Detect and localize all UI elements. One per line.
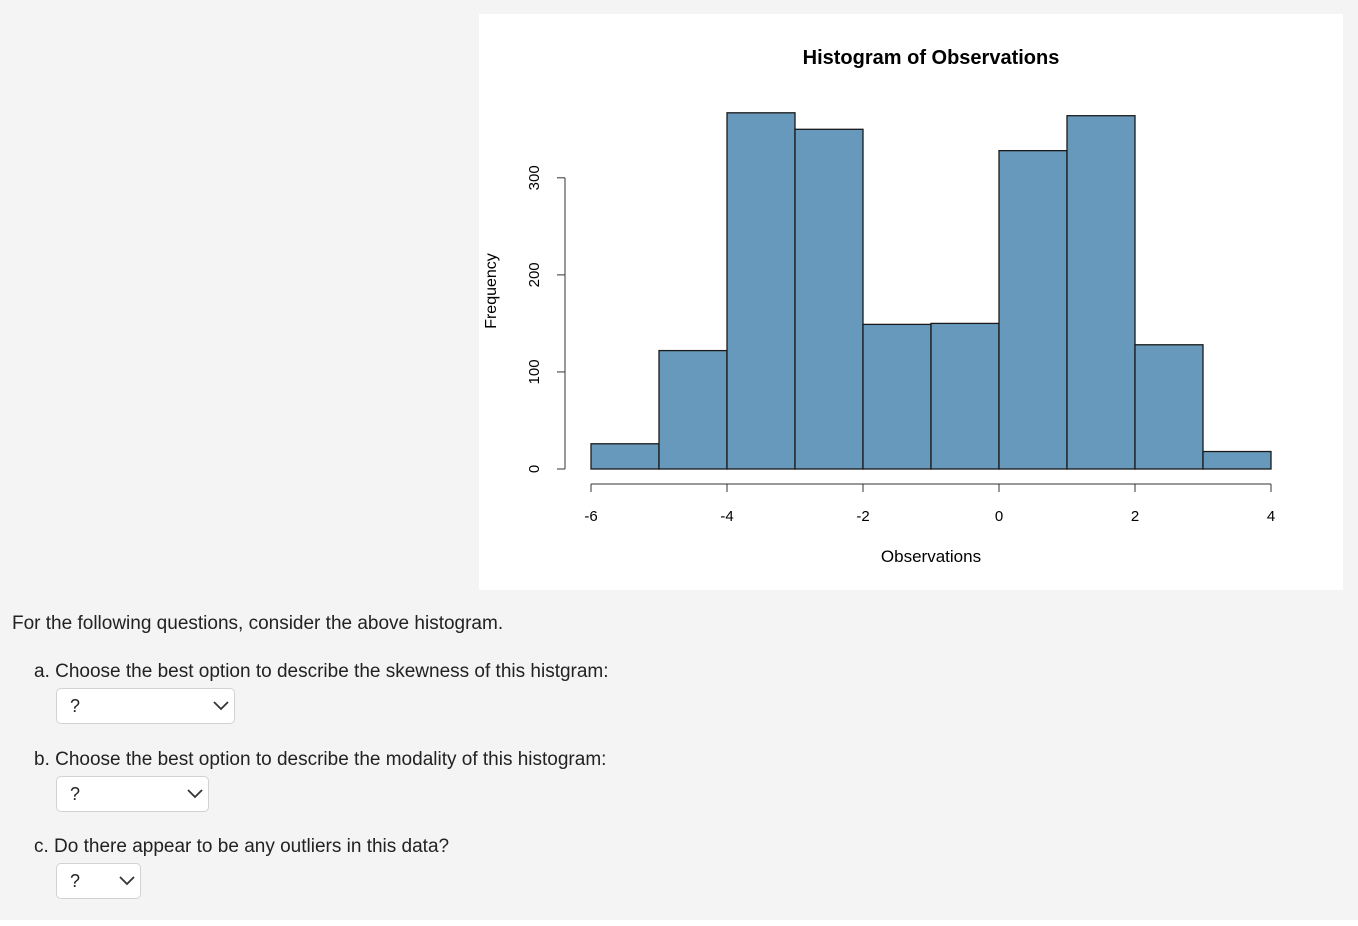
histogram-bar — [658, 349, 728, 470]
histogram-bar — [930, 322, 1000, 470]
chevron-down-icon — [213, 701, 229, 711]
x-tick-label: -6 — [584, 508, 597, 525]
skewness-select-value: ? — [70, 696, 81, 716]
histogram-figure: Histogram of Observations Frequency Obse… — [479, 14, 1343, 590]
modality-select-value: ? — [70, 784, 81, 804]
histogram-bar — [794, 128, 864, 470]
question-c-label: c. Do there appear to be any outliers in… — [34, 836, 450, 857]
histogram-bar — [1202, 450, 1272, 470]
chevron-down-icon — [119, 876, 135, 886]
modality-select[interactable]: ? — [56, 776, 209, 812]
histogram-bar — [1066, 115, 1136, 470]
chevron-down-icon — [187, 789, 203, 799]
y-tick-label: 100 — [526, 359, 543, 384]
histogram-bar — [1134, 344, 1204, 470]
y-axis-label: Frequency — [483, 253, 500, 329]
intro-text: For the following questions, consider th… — [12, 613, 504, 634]
histogram-bar — [862, 323, 932, 470]
x-tick-label: 4 — [1267, 508, 1275, 525]
chart-title: Histogram of Observations — [803, 47, 1060, 69]
x-axis-label: Observations — [881, 547, 981, 566]
histogram-bar — [998, 149, 1068, 470]
histogram-bar — [726, 112, 796, 470]
x-tick-label: 2 — [1131, 508, 1139, 525]
question-b-label: b. Choose the best option to describe th… — [34, 749, 607, 770]
outliers-select[interactable]: ? — [56, 863, 141, 899]
x-tick-label: -2 — [856, 508, 869, 525]
y-tick-label: 300 — [526, 165, 543, 190]
y-tick-label: 0 — [526, 465, 543, 473]
histogram-bar — [590, 443, 660, 470]
y-tick-label: 200 — [526, 262, 543, 287]
x-tick-label: 0 — [995, 508, 1003, 525]
skewness-select[interactable]: ? — [56, 688, 235, 724]
question-a-label: a. Choose the best option to describe th… — [34, 661, 609, 682]
histogram-chart: Histogram of Observations Frequency Obse… — [483, 47, 1275, 566]
x-tick-label: -4 — [720, 508, 733, 525]
outliers-select-value: ? — [70, 871, 81, 891]
